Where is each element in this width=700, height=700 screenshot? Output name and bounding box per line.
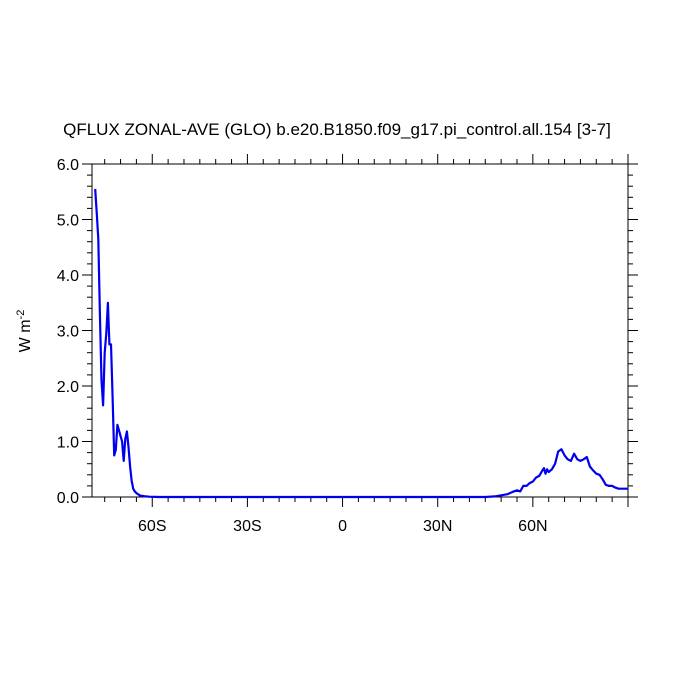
y-tick-label: 4.0 xyxy=(57,268,79,285)
chart-title: QFLUX ZONAL-AVE (GLO) b.e20.B1850.f09_g1… xyxy=(63,120,611,139)
y-axis-label-main: W m xyxy=(17,319,34,352)
y-axis-label-exponent: -2 xyxy=(15,310,27,320)
x-tick-label: 30N xyxy=(423,518,452,535)
y-tick-label: 2.0 xyxy=(57,379,79,396)
y-axis-label: W m-2 xyxy=(15,310,34,353)
y-tick-label: 1.0 xyxy=(57,435,79,452)
x-tick-label: 60N xyxy=(518,518,547,535)
plot-area: 0.0 1.0 2.0 3.0 4.0 5.0 6.0 60S 30S 0 30N 60N xyxy=(57,154,638,535)
y-tick-label: 5.0 xyxy=(57,213,79,230)
y-tick-label: 0.0 xyxy=(57,490,79,507)
y-tick-label: 6.0 xyxy=(57,157,79,174)
plot-frame xyxy=(91,163,629,498)
series-line-0 xyxy=(94,188,628,499)
x-tick-label: 0 xyxy=(338,518,347,535)
y-tick-label: 3.0 xyxy=(57,324,79,341)
x-tick-label: 60S xyxy=(138,518,166,535)
x-tick-label: 30S xyxy=(233,518,261,535)
